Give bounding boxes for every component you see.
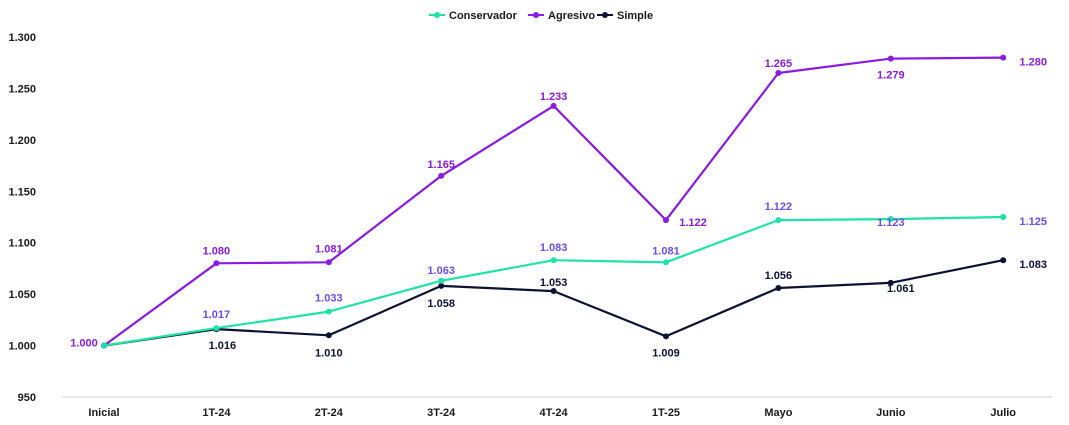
x-tick-label: 3T-24 [427, 407, 456, 419]
legend-marker-agresivo [533, 12, 539, 18]
data-point-simple [438, 282, 445, 289]
data-label-simple: 1.010 [315, 347, 343, 359]
x-tick-label: 1T-24 [202, 407, 231, 419]
data-label-agresivo: 1.280 [1019, 57, 1047, 69]
x-tick-label: 4T-24 [540, 407, 569, 419]
data-label-conservador: 1.081 [652, 245, 680, 257]
y-tick-label: 1.050 [8, 289, 36, 301]
data-label-agresivo: 1.000 [70, 338, 98, 350]
data-point-agresivo [887, 55, 894, 62]
data-point-agresivo [1000, 54, 1007, 61]
data-label-agresivo: 1.081 [315, 243, 343, 255]
data-label-conservador: 1.017 [203, 309, 231, 321]
data-point-conservador [887, 216, 894, 223]
data-point-simple [1000, 257, 1007, 264]
data-label-agresivo: 1.233 [540, 91, 568, 103]
data-point-agresivo [775, 70, 782, 76]
data-point-conservador [1000, 214, 1007, 220]
y-tick-label: 1.200 [8, 135, 36, 147]
data-labels: 1.017 1.033 1.063 1.083 1.081 1.122 1.123 1.125… [70, 57, 1047, 360]
data-point-conservador [325, 308, 332, 315]
data-label-simple: 1.053 [540, 277, 568, 289]
x-tick-label: Mayo [764, 407, 792, 419]
y-axis: 950 1.000 1.050 1.100 1.150 1.200 1.250 1.300 [8, 32, 36, 404]
data-point-conservador [438, 277, 445, 284]
data-point-agresivo [438, 172, 445, 179]
data-point-conservador [663, 259, 669, 266]
data-label-conservador: 1.063 [427, 265, 455, 277]
data-point-agresivo [663, 217, 669, 224]
chart-legend: Conservador Agresivo Simple [429, 10, 653, 22]
y-tick-label: 1.150 [8, 186, 36, 198]
data-point-conservador [775, 217, 782, 224]
data-label-simple: 1.083 [1019, 259, 1047, 271]
data-label-agresivo: 1.165 [427, 159, 455, 171]
x-tick-label: 2T-24 [315, 407, 344, 419]
y-tick-label: 950 [18, 392, 36, 404]
data-point-conservador [101, 342, 107, 349]
data-point-simple [325, 332, 332, 339]
series-line-simple [103, 259, 1004, 347]
x-tick-label: Junio [876, 407, 906, 419]
data-point-conservador [213, 325, 220, 332]
x-tick-label: Inicial [88, 407, 119, 419]
data-point-simple [887, 279, 894, 286]
data-label-simple: 1.056 [765, 270, 793, 282]
data-label-conservador: 1.125 [1019, 216, 1047, 228]
series-points [101, 54, 1007, 349]
data-label-conservador: 1.033 [315, 293, 343, 305]
legend-label-simple: Simple [617, 10, 653, 22]
data-label-simple: 1.016 [209, 340, 237, 352]
data-point-simple [550, 288, 557, 295]
data-label-conservador: 1.123 [877, 217, 905, 229]
data-label-agresivo: 1.080 [203, 245, 231, 257]
data-label-simple: 1.061 [887, 283, 915, 295]
data-point-simple [775, 284, 782, 291]
data-point-agresivo [213, 260, 220, 267]
x-tick-label: Julio [990, 407, 1016, 419]
x-tick-label: 1T-25 [652, 407, 680, 419]
legend-marker-conservador [434, 12, 440, 18]
data-label-simple: 1.058 [427, 298, 455, 310]
legend-marker-simple [602, 12, 608, 18]
legend-label-conservador: Conservador [449, 10, 518, 22]
data-point-agresivo [550, 102, 557, 109]
data-label-simple: 1.009 [652, 347, 680, 359]
data-label-conservador: 1.122 [765, 201, 793, 213]
legend-label-agresivo: Agresivo [548, 10, 595, 22]
x-axis: Inicial 1T-24 2T-24 3T-24 4T-24 1T-25 Mayo Juni… [88, 407, 1016, 419]
data-point-agresivo [325, 259, 332, 266]
y-tick-label: 1.300 [8, 32, 36, 44]
y-tick-label: 1.000 [8, 341, 36, 353]
data-label-agresivo: 1.122 [679, 217, 707, 229]
data-label-agresivo: 1.279 [877, 70, 905, 82]
data-label-agresivo: 1.265 [765, 58, 793, 70]
data-point-conservador [550, 257, 557, 264]
y-tick-label: 1.250 [8, 83, 36, 95]
data-label-conservador: 1.083 [540, 242, 568, 254]
y-tick-label: 1.100 [8, 238, 36, 250]
data-point-simple [663, 333, 669, 340]
